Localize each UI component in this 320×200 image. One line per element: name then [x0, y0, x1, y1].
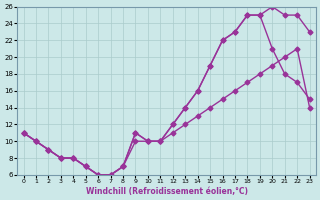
X-axis label: Windchill (Refroidissement éolien,°C): Windchill (Refroidissement éolien,°C) [85, 187, 248, 196]
